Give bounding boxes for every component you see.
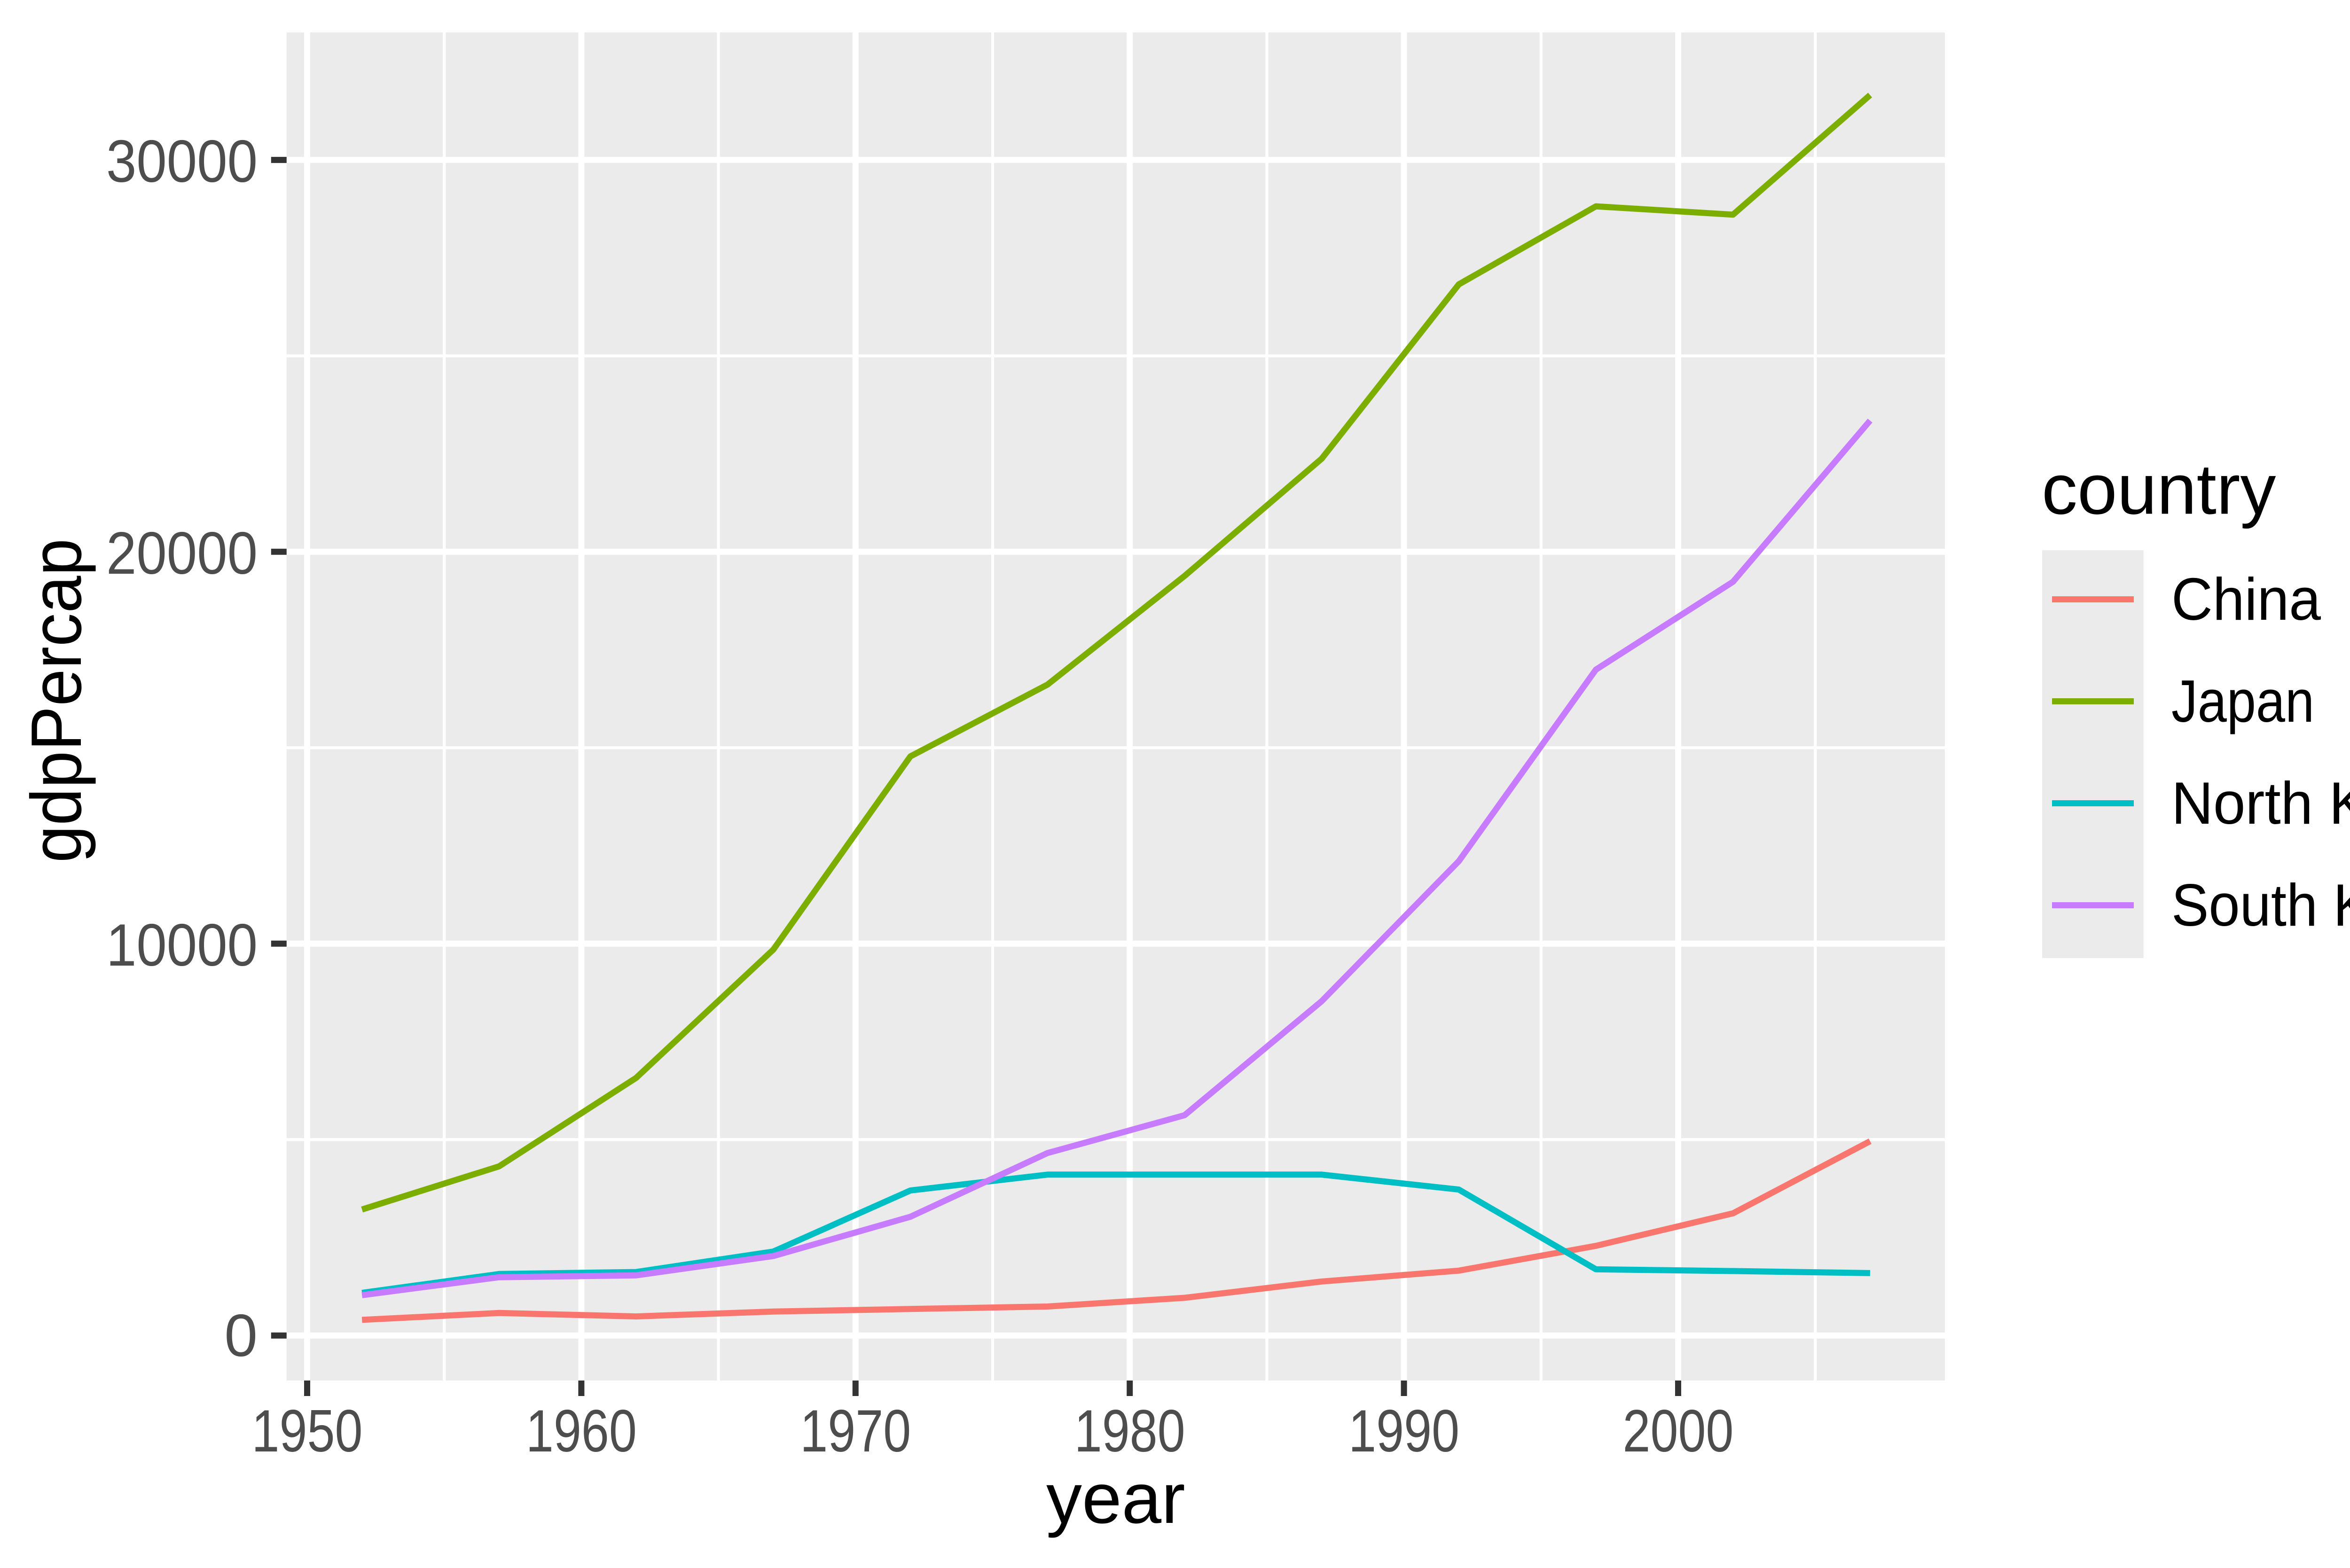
svg-text:gdpPercap: gdpPercap [16,538,96,863]
svg-text:year: year [1046,1459,1185,1538]
svg-text:1970: 1970 [800,1397,911,1464]
svg-text:South Korea: South Korea [2171,872,2350,938]
svg-text:10000: 10000 [106,912,258,978]
svg-text:30000: 30000 [106,128,258,195]
svg-text:1960: 1960 [526,1397,637,1464]
svg-text:1950: 1950 [252,1397,363,1464]
svg-text:country: country [2042,449,2276,529]
svg-text:Japan: Japan [2171,668,2314,734]
svg-text:2000: 2000 [1623,1397,1734,1464]
svg-text:0: 0 [224,1302,258,1369]
svg-text:1990: 1990 [1348,1397,1459,1464]
svg-text:1980: 1980 [1074,1397,1185,1464]
svg-text:20000: 20000 [106,520,258,586]
svg-text:North Korea: North Korea [2171,770,2350,836]
svg-text:China: China [2171,566,2321,632]
